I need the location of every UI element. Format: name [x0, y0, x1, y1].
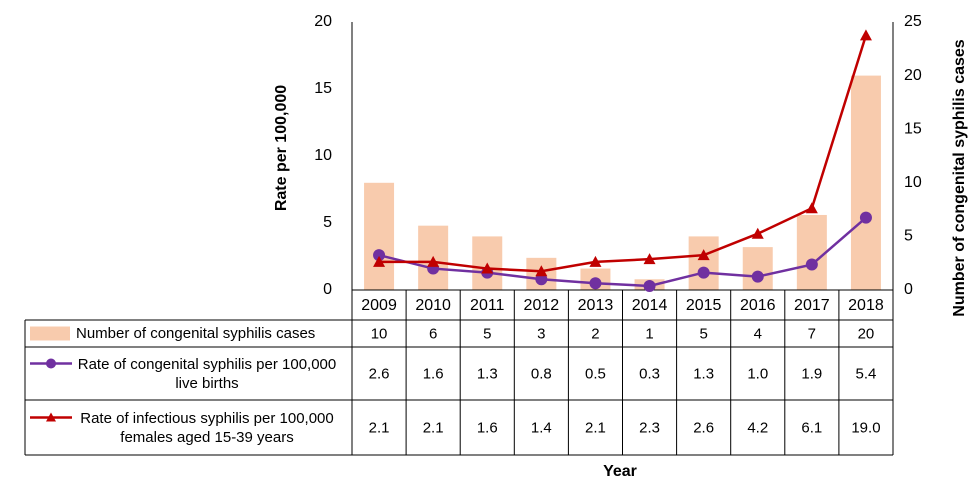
legend-label-box: Rate of infectious syphilis per 100,000 … [80, 409, 334, 446]
line-point [859, 211, 872, 224]
table-value: 0.5 [585, 365, 606, 382]
legend-label-box: Number of congenital syphilis cases [76, 325, 316, 342]
legend-label: Rate of infectious syphilis per 100,000 … [80, 409, 334, 446]
legend-label-box: Rate of congenital syphilis per 100,000 … [77, 355, 337, 392]
table-value: 10 [371, 325, 388, 342]
table-value: 0.8 [531, 365, 552, 382]
table-value: 2.6 [369, 365, 390, 382]
line-point [535, 273, 548, 286]
y2-tick-label: 10 [904, 174, 922, 191]
table-value: 1.0 [747, 365, 768, 382]
table-value: 5 [699, 325, 707, 342]
y-tick-label: 20 [314, 13, 332, 30]
table-value: 1.6 [477, 419, 498, 436]
x-tick-label: 2015 [686, 297, 722, 314]
line-point [697, 249, 710, 261]
line-point [751, 270, 764, 283]
y2-tick-label: 0 [904, 281, 913, 298]
line-point [589, 255, 602, 267]
table-value: 5.4 [856, 365, 877, 382]
y-axis-title: Rate per 100,000 [273, 85, 290, 211]
legend-marker [46, 412, 56, 422]
table-value: 20 [858, 325, 875, 342]
table-value: 2 [591, 325, 599, 342]
bar [742, 247, 773, 290]
table-value: 1.4 [531, 419, 552, 436]
x-tick-label: 2013 [578, 297, 614, 314]
legend-marker [46, 358, 56, 369]
bar [850, 75, 881, 290]
x-tick-label: 2016 [740, 297, 776, 314]
table-value: 2.1 [585, 419, 606, 436]
x-tick-label: 2009 [361, 297, 397, 314]
table-value: 3 [537, 325, 545, 342]
legend-label: Number of congenital syphilis cases [76, 325, 316, 342]
x-tick-label: 2010 [415, 297, 451, 314]
table-value: 2.1 [369, 419, 390, 436]
table-value: 1.3 [693, 365, 714, 382]
table-value: 19.0 [851, 419, 880, 436]
bar [688, 236, 719, 290]
table-value: 5 [483, 325, 491, 342]
y2-tick-label: 25 [904, 13, 922, 30]
line-point [751, 227, 764, 239]
table-value: 1.6 [423, 365, 444, 382]
table-value: 1.9 [801, 365, 822, 382]
x-tick-label: 2014 [632, 297, 668, 314]
table-value: 2.3 [639, 419, 660, 436]
table-value: 1.3 [477, 365, 498, 382]
line-point [805, 258, 818, 271]
y-tick-label: 0 [323, 281, 332, 298]
table-value: 2.6 [693, 419, 714, 436]
y-tick-label: 10 [314, 147, 332, 164]
legend-swatch [30, 326, 70, 341]
line-point [373, 249, 386, 262]
y2-tick-label: 15 [904, 120, 922, 137]
line [378, 216, 867, 288]
table-value: 4 [754, 325, 762, 342]
x-axis-title: Year [603, 463, 637, 480]
table-value: 0.3 [639, 365, 660, 382]
line-point [859, 29, 872, 41]
x-tick-label: 2018 [848, 297, 884, 314]
line-point [697, 266, 710, 279]
legend-label: Rate of congenital syphilis per 100,000 … [77, 355, 337, 392]
table-value: 6 [429, 325, 437, 342]
table-value: 4.2 [747, 419, 768, 436]
table-value: 6.1 [801, 419, 822, 436]
table-value: 2.1 [423, 419, 444, 436]
x-tick-label: 2012 [524, 297, 560, 314]
line-point [373, 255, 386, 267]
table-value: 7 [808, 325, 816, 342]
y2-tick-label: 20 [904, 67, 922, 84]
line-point [535, 265, 548, 277]
line-point [481, 262, 494, 274]
line-point [427, 255, 440, 267]
x-tick-label: 2017 [794, 297, 830, 314]
y-tick-label: 5 [323, 214, 332, 231]
line [379, 35, 868, 273]
y2-axis-title: Number of congenital syphilis cases [951, 39, 968, 317]
y2-tick-label: 5 [904, 228, 913, 245]
table-value: 1 [645, 325, 653, 342]
line-point [589, 277, 602, 290]
line-point [643, 253, 656, 265]
line-point [805, 202, 818, 214]
bar [796, 214, 827, 290]
x-tick-label: 2011 [470, 297, 505, 314]
line-point [643, 279, 656, 292]
bar [364, 182, 395, 290]
y-tick-label: 15 [314, 80, 332, 97]
